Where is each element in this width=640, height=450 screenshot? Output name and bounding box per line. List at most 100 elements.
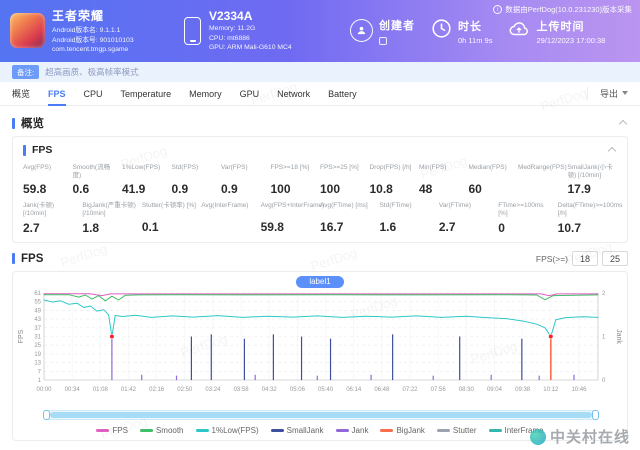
svg-text:10:46: 10:46	[571, 387, 587, 393]
legend-item-FPS[interactable]: FPS	[96, 426, 128, 435]
metric-value: 1.8	[82, 220, 100, 235]
phone-icon	[184, 16, 201, 45]
metric-label: FPS>=18 [%]	[270, 164, 310, 171]
metric-value: 10.7	[557, 220, 582, 235]
metric-label: Avg(InterFrame)	[201, 202, 249, 210]
svg-text:07:22: 07:22	[403, 387, 419, 393]
svg-text:37: 37	[34, 325, 41, 331]
device-model: V2334A	[209, 9, 253, 24]
tab-GPU[interactable]: GPU	[239, 88, 260, 99]
metric-cell: Var(FPS) 0.9	[221, 164, 271, 196]
fps-line-chart[interactable]: 00:00 00:34 01:08 01:42 02:16 02:50 03:24 03:58…	[13, 288, 627, 408]
metric-value: 0	[498, 220, 505, 235]
metric-label: Drop(FPS) [/h]	[369, 164, 412, 171]
metric-label: Min(FPS)	[419, 164, 447, 171]
tab-Network[interactable]: Network	[277, 88, 311, 99]
metric-label: Std(FPS)	[171, 164, 199, 171]
svg-text:03:58: 03:58	[234, 387, 250, 393]
metric-cell: Smooth(流畅度) 0.6	[73, 164, 123, 196]
metric-cell: FPS>=18 [%] 100	[271, 164, 321, 196]
note-text: 超高画质、极高帧率模式	[45, 67, 139, 77]
metric-label: SmallJank(小卡顿) [/10min]	[567, 164, 613, 180]
accent-bar	[12, 253, 15, 264]
svg-text:06:48: 06:48	[374, 387, 390, 393]
metric-label: FPS>=25 [%]	[320, 164, 359, 171]
tab-概览[interactable]: 概览	[12, 89, 31, 99]
svg-text:25: 25	[34, 343, 41, 349]
svg-text:08:30: 08:30	[459, 387, 475, 393]
person-icon	[350, 19, 373, 43]
metric-label: Avg(FPS)	[23, 164, 52, 171]
overview-title: 概览	[21, 118, 44, 130]
device-memory: Memory: 11.2G	[209, 25, 256, 33]
svg-text:2: 2	[602, 291, 606, 297]
legend-item-Stutter[interactable]: Stutter	[436, 425, 477, 435]
fps-chart-header: FPS FPS(>=)	[12, 248, 628, 270]
legend-item-1%Low(FPS)[interactable]: 1%Low(FPS)	[195, 426, 259, 435]
app-version-name: Android版本名: 9.1.1.1	[52, 27, 121, 35]
fps-panel-collapse-button[interactable]	[607, 144, 617, 156]
metric-label: 1%Low(FPS)	[122, 164, 161, 171]
chevron-down-icon	[622, 91, 628, 96]
svg-text:1: 1	[38, 378, 42, 384]
duration-label: 时长	[458, 20, 482, 33]
app-title: 王者荣耀	[52, 9, 105, 24]
svg-text:7: 7	[38, 369, 42, 375]
metric-label: Median(FPS)	[468, 164, 507, 171]
svg-text:31: 31	[34, 334, 41, 340]
metric-value: 10.8	[369, 182, 393, 196]
legend-marker	[436, 428, 450, 432]
svg-text:00:34: 00:34	[65, 387, 81, 393]
legend-label: InterFrame	[504, 425, 544, 435]
fps-threshold-input-2[interactable]	[602, 251, 628, 266]
legend-item-BigJank[interactable]: BigJank	[380, 426, 425, 435]
legend-label: Jank	[351, 425, 369, 435]
svg-text:55: 55	[34, 299, 41, 305]
tab-FPS[interactable]: FPS	[48, 82, 66, 106]
legend-label: Stutter	[452, 425, 477, 435]
metric-value: 0.9	[171, 182, 189, 196]
zoom-slider-range[interactable]	[50, 411, 592, 418]
fps-metrics-panel: FPS Avg(FPS) 59.8 Smooth(流畅度) 0.6 1%Low(FPS)…	[12, 136, 628, 243]
upload-time-label: 上传时间	[536, 20, 585, 33]
legend-item-Jank[interactable]: Jank	[335, 425, 369, 435]
device-info-block: V2334A Memory: 11.2G CPU: mt6886 GPU: AR…	[184, 9, 334, 53]
metric-value: 100	[270, 182, 291, 196]
zoom-slider-right-handle[interactable]	[592, 409, 599, 420]
overview-collapse-button[interactable]	[618, 117, 628, 129]
metric-cell: Std(FPS) 0.9	[172, 164, 222, 196]
svg-text:05:06: 05:06	[290, 387, 306, 393]
zoom-slider-left-handle[interactable]	[43, 409, 50, 420]
metric-cell: Delta(FTime)>=100ms [/h] 10.7	[557, 202, 623, 235]
tab-Memory[interactable]: Memory	[189, 88, 222, 99]
metric-label: Jank(卡顿) [/10min]	[23, 202, 55, 218]
metric-cell: SmallJank(小卡顿) [/10min] 17.9	[568, 164, 618, 196]
metric-cell: Std(FTime) 1.6	[379, 202, 438, 234]
legend-item-InterFrame[interactable]: InterFrame	[488, 425, 544, 435]
legend-item-SmallJank[interactable]: SmallJank	[270, 426, 324, 435]
note-badge: 备注:	[12, 65, 40, 79]
header-bar: 王者荣耀 Android版本名: 9.1.1.1 Android版本号: 901…	[0, 0, 640, 62]
svg-text:06:14: 06:14	[346, 387, 362, 393]
tab-Battery[interactable]: Battery	[328, 88, 357, 99]
metric-cell: Avg(InterFrame)	[201, 202, 260, 234]
legend-item-Smooth[interactable]: Smooth	[139, 425, 184, 435]
svg-text:1: 1	[602, 334, 606, 340]
fps-panel-header: FPS	[23, 142, 617, 158]
export-button[interactable]: 导出	[586, 86, 628, 101]
metric-value: 16.7	[320, 220, 344, 235]
zol-site-watermark: 中关村在线	[529, 426, 630, 447]
report-content: 概览 FPS Avg(FPS) 59.8 Smooth(流畅度) 0.6 1%Low(F…	[0, 106, 640, 441]
chart-zoom-slider[interactable]	[43, 409, 599, 420]
overview-section-header: 概览	[12, 113, 628, 133]
legend-label: Smooth	[155, 425, 184, 435]
legend-marker	[270, 428, 284, 432]
chart-region-label[interactable]: label1	[296, 275, 344, 288]
fps-threshold-input-1[interactable]	[572, 251, 598, 266]
chevron-up-icon	[607, 146, 617, 156]
tab-CPU[interactable]: CPU	[83, 88, 103, 99]
fps-chart-title: FPS	[21, 252, 44, 265]
svg-text:19: 19	[34, 351, 41, 357]
tab-Temperature[interactable]: Temperature	[120, 88, 172, 99]
creator-label: 创建者	[379, 20, 415, 33]
